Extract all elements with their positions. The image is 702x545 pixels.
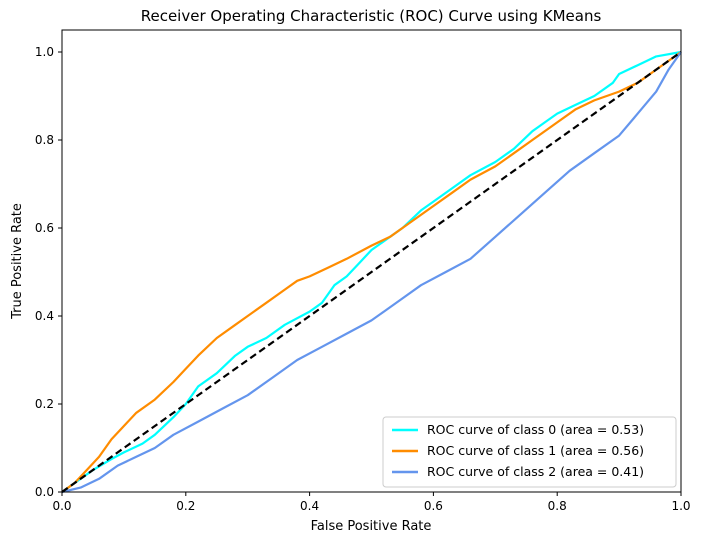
y-tick-label: 1.0 bbox=[35, 45, 54, 59]
x-tick-label: 0.6 bbox=[424, 499, 443, 513]
y-tick-label: 0.4 bbox=[35, 309, 54, 323]
x-tick-label: 0.2 bbox=[176, 499, 195, 513]
chance-diagonal-line bbox=[61, 51, 682, 493]
series-line-class-1 bbox=[61, 51, 682, 493]
series-line-class-2 bbox=[61, 51, 682, 494]
legend-label: ROC curve of class 0 (area = 0.53) bbox=[427, 422, 644, 437]
y-axis-label: True Positive Rate bbox=[10, 203, 25, 320]
y-tick-label: 0.0 bbox=[35, 485, 54, 499]
y-tick-label: 0.2 bbox=[35, 397, 54, 411]
y-tick-label: 0.6 bbox=[35, 221, 54, 235]
x-tick-label: 0.4 bbox=[300, 499, 319, 513]
legend-box bbox=[382, 416, 677, 488]
plot-frame bbox=[61, 29, 682, 493]
x-tick-label: 0.0 bbox=[52, 499, 71, 513]
x-axis: 0.0 0.2 0.4 0.6 0.8 1.0 bbox=[52, 492, 691, 513]
x-tick-label: 0.8 bbox=[548, 499, 567, 513]
legend: ROC curve of class 0 (area = 0.53) ROC cu… bbox=[382, 416, 677, 488]
legend-label: ROC curve of class 1 (area = 0.56) bbox=[427, 443, 644, 458]
y-axis: 0.0 0.2 0.4 0.6 0.8 1.0 bbox=[35, 45, 62, 499]
y-tick-label: 0.8 bbox=[35, 133, 54, 147]
x-tick-label: 1.0 bbox=[671, 499, 690, 513]
legend-label: ROC curve of class 2 (area = 0.41) bbox=[427, 464, 644, 479]
chart-title: Receiver Operating Characteristic (ROC) … bbox=[141, 7, 602, 25]
series-line-class-0 bbox=[61, 50, 682, 493]
plot-lines bbox=[61, 50, 682, 494]
x-axis-label: False Positive Rate bbox=[311, 519, 432, 534]
